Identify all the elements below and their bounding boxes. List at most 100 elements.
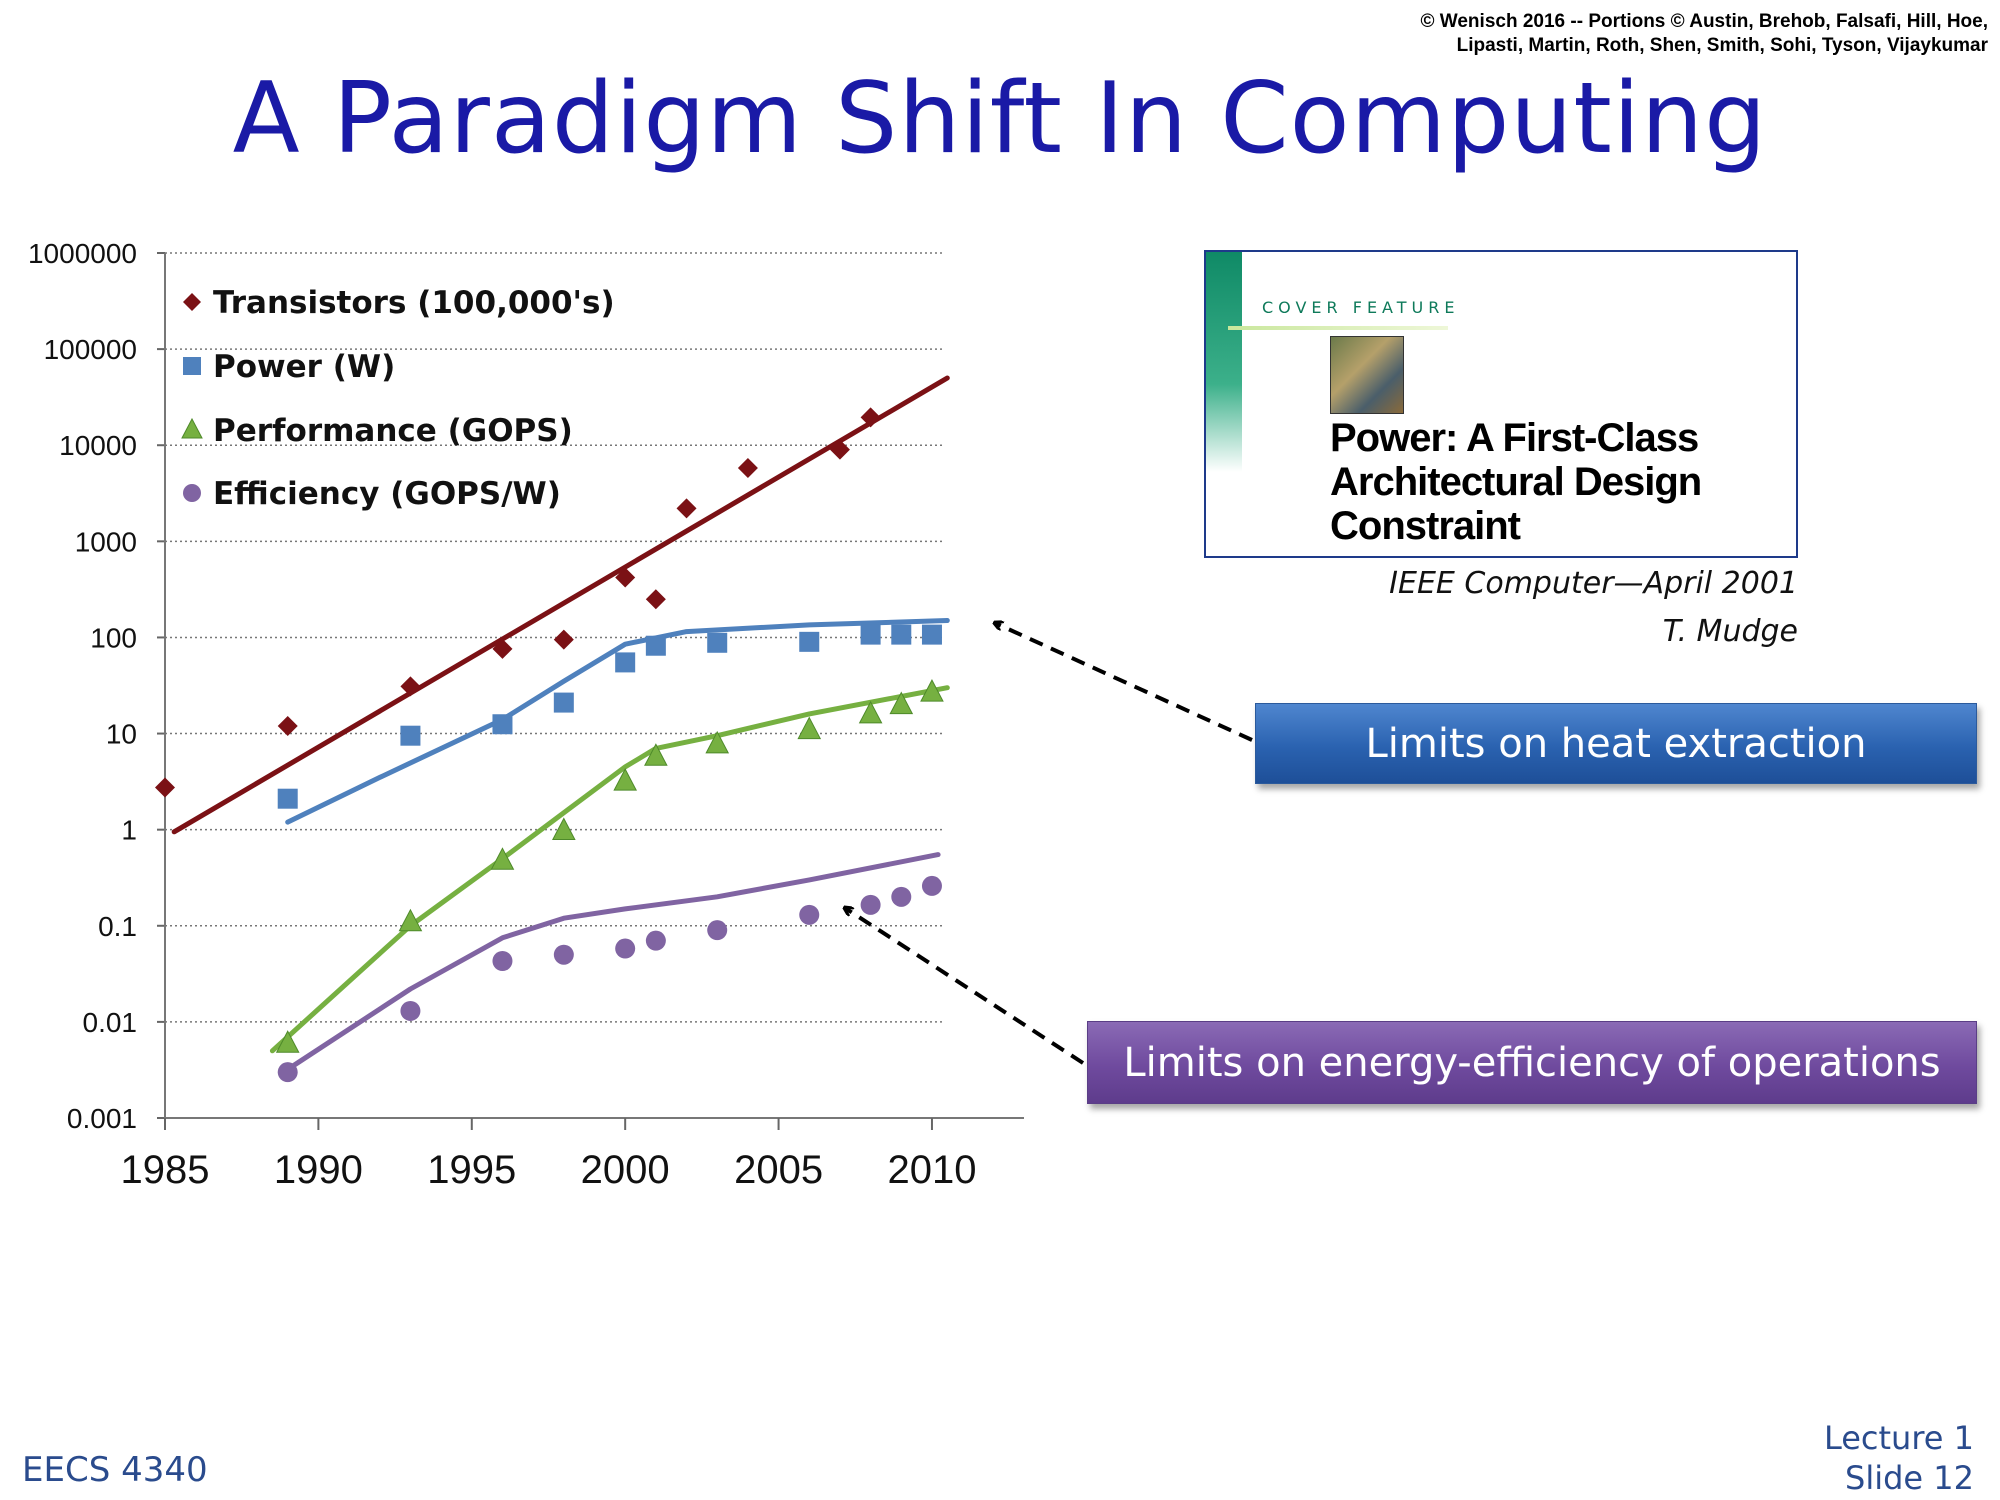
course-label: EECS 4340 — [22, 1450, 208, 1490]
y-tick-label: 1000000 — [28, 238, 137, 269]
trend-line — [269, 685, 950, 1054]
y-tick-label: 0.001 — [67, 1103, 137, 1134]
power-point — [707, 632, 728, 653]
efficiency-point — [860, 894, 881, 915]
chart-axes: 0.001 0.01 0.1 1 10 100 1000 10000 100000 1000000… — [28, 238, 1024, 1192]
trend-line — [285, 618, 950, 825]
transistors-point — [400, 676, 421, 697]
performance-point — [613, 768, 638, 791]
efficiency-point — [277, 1062, 298, 1083]
efficiency-point — [492, 951, 513, 972]
power-point — [860, 624, 881, 645]
cover-rule — [1228, 326, 1448, 330]
legend-marker — [181, 417, 203, 439]
copyright-notice: © Wenisch 2016 -- Portions © Austin, Bre… — [1088, 10, 1989, 58]
performance-point — [797, 716, 822, 740]
performance-point — [920, 679, 944, 702]
legend-label: Efficiency (GOPS/W) — [213, 476, 561, 512]
power-point — [891, 624, 912, 645]
transistors-point — [676, 498, 697, 519]
efficiency-point — [799, 904, 820, 925]
power-point — [492, 714, 513, 735]
magazine-thumbnail — [1330, 336, 1404, 414]
trend-line — [171, 375, 950, 835]
performance-point — [644, 743, 668, 766]
transistors-point — [155, 777, 175, 798]
y-tick-label: 100 — [90, 622, 137, 653]
efficiency-point — [400, 1000, 421, 1021]
transistors-point — [645, 589, 666, 610]
cover-accent-bar — [1206, 252, 1242, 472]
performance-point — [705, 730, 730, 754]
performance-point — [551, 817, 576, 841]
log-scale-chart: 0.001 0.01 0.1 1 10 100 1000 10000 100000 1000000… — [28, 238, 1024, 1192]
paper-headline-line-1: Power: A First-Class — [1330, 416, 1699, 460]
power-point — [921, 624, 942, 645]
efficiency-point — [891, 886, 912, 907]
copyright-line-1: © Wenisch 2016 -- Portions © Austin, Bre… — [1420, 11, 1989, 32]
efficiency-point — [615, 938, 636, 959]
y-tick-label: 10000 — [59, 430, 137, 461]
legend-label: Transistors (100,000's) — [213, 285, 615, 321]
transistors-point — [737, 457, 758, 478]
performance-point — [275, 1030, 300, 1053]
legend-marker — [183, 484, 201, 502]
performance-point — [858, 700, 883, 724]
trend-line — [285, 852, 941, 1072]
paper-headline: Power: A First-Class Architectural Desig… — [1330, 416, 1790, 548]
y-tick-label: 10 — [106, 719, 137, 750]
paper-cover-image: COVER FEATURE Power: A First-Class Archi… — [1204, 250, 1798, 558]
y-tick-label: 100000 — [44, 334, 137, 365]
slide-number: Lecture 1 Slide 12 — [1674, 1418, 1974, 1498]
performance-point — [398, 908, 423, 932]
x-tick-label: 1985 — [121, 1148, 210, 1192]
transistors-point — [860, 407, 881, 428]
citation-journal: IEEE Computer—April 2001 — [1389, 566, 1798, 601]
transistors-point — [829, 439, 850, 460]
power-point — [400, 725, 421, 746]
x-tick-label: 1995 — [427, 1148, 516, 1192]
data-markers — [155, 407, 944, 1083]
slide-index: Slide 12 — [1845, 1459, 1974, 1497]
y-tick-label: 0.1 — [98, 911, 137, 942]
transistors-point — [492, 638, 513, 659]
x-tick-label: 2010 — [887, 1148, 976, 1192]
efficiency-point — [553, 944, 574, 965]
performance-point — [889, 691, 914, 715]
y-tick-label: 0.01 — [83, 1007, 138, 1038]
power-point — [799, 631, 820, 652]
power-point — [553, 692, 574, 713]
cover-feature-label: COVER FEATURE — [1262, 298, 1460, 317]
energy-arrow — [845, 908, 1085, 1065]
power-point — [645, 635, 666, 656]
efficiency-point — [707, 920, 728, 941]
x-tick-label: 1990 — [274, 1148, 363, 1192]
paper-headline-line-3: Constraint — [1330, 504, 1521, 548]
performance-point — [490, 847, 515, 870]
lecture-number: Lecture 1 — [1823, 1419, 1974, 1457]
slide-title: A Paradigm Shift In Computing — [232, 62, 1768, 176]
legend-label: Performance (GOPS) — [213, 413, 573, 449]
energy-efficiency-callout: Limits on energy-efficiency of operation… — [1087, 1021, 1977, 1104]
transistors-point — [615, 567, 636, 588]
y-tick-label: 1 — [121, 815, 137, 846]
citation-author: T. Mudge — [1662, 614, 1798, 649]
copyright-line-2: Lipasti, Martin, Roth, Shen, Smith, Sohi… — [1456, 35, 1988, 56]
trend-lines — [171, 375, 950, 1072]
heat-extraction-callout: Limits on heat extraction — [1255, 703, 1977, 784]
transistors-point — [277, 715, 298, 736]
paper-citation: IEEE Computer—April 2001 T. Mudge — [1204, 560, 1798, 656]
y-tick-label: 1000 — [75, 526, 137, 557]
power-point — [615, 652, 636, 673]
chart-legend: Transistors (100,000's) Power (W) Performa… — [181, 285, 615, 512]
x-tick-label: 2000 — [581, 1148, 670, 1192]
efficiency-point — [645, 930, 666, 951]
legend-marker — [183, 357, 201, 375]
efficiency-point — [921, 875, 942, 896]
power-point — [277, 788, 298, 809]
transistors-point — [553, 629, 574, 650]
legend-label: Power (W) — [213, 349, 395, 385]
paper-headline-line-2: Architectural Design — [1330, 460, 1702, 504]
legend-marker — [183, 293, 201, 311]
